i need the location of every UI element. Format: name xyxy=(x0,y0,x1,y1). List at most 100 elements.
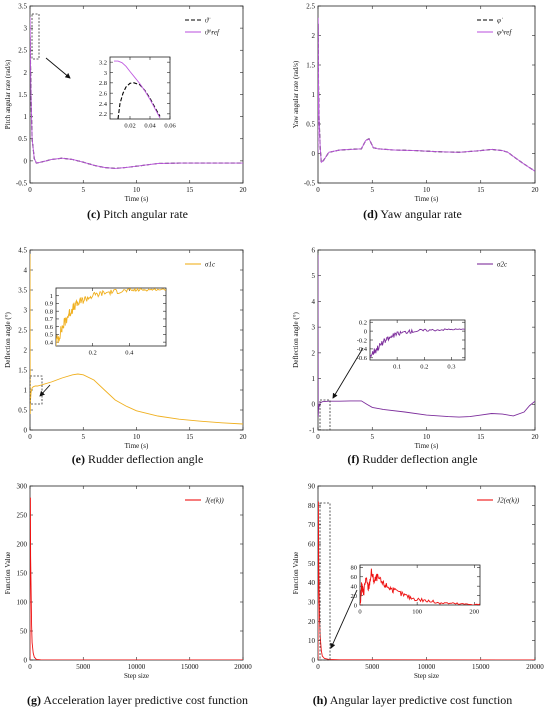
legend-label: φ̇^ref xyxy=(497,29,512,37)
main-x-tick-label: 5000 xyxy=(76,663,91,671)
main-x-tick-label: 10 xyxy=(133,433,141,441)
legend-label: ϑ̇ xyxy=(205,17,210,25)
inset-x-tick-label: 0.1 xyxy=(393,364,401,371)
main-y-tick-label: 40 xyxy=(308,579,316,587)
legend-label: ϑ̇^ref xyxy=(205,29,220,37)
panel-h: 0 5000 10000 15000 20000 0 10 20 30 40 50 60 70 80 90 S… xyxy=(275,480,550,712)
x-axis-label: Time (s) xyxy=(125,195,149,203)
inset-y-tick-label: 0.7 xyxy=(45,316,54,323)
main-y-tick-label: 3 xyxy=(24,306,28,314)
main-y-tick-label: 3 xyxy=(312,324,316,332)
caption-g: (g) Acceleration layer predictive cost f… xyxy=(0,693,275,708)
inset-series-line xyxy=(360,568,480,605)
caption-text: Angular layer predictive cost function xyxy=(329,693,513,707)
main-y-tick-label: 0 xyxy=(312,150,316,158)
legend-label: J(e(k)) xyxy=(205,497,224,505)
y-axis-label: Function Value xyxy=(4,552,12,594)
inset-x-tick-label: 0.4 xyxy=(125,350,134,357)
caption-text: Rudder deflection angle xyxy=(362,452,478,466)
panel-e: 0 5 10 15 20 0 0.5 1 1.5 2 2.5 3 3.5 4 4.5 Time (s) Defl… xyxy=(0,240,275,477)
inset-y-tick-label: 3.2 xyxy=(99,59,107,66)
y-axis-label: Deflection angle (°) xyxy=(4,312,12,368)
inset-y-tick-label: 80 xyxy=(351,565,358,572)
caption-d: (d) Yaw angular rate xyxy=(275,207,550,222)
caption-letter: (h) xyxy=(312,693,328,707)
main-y-tick-label: 1 xyxy=(24,113,28,121)
inset-y-tick-label: 0 xyxy=(354,602,357,609)
main-y-tick-label: 0.5 xyxy=(18,135,27,143)
legend-label: σ1c xyxy=(205,261,216,269)
inset-series-line xyxy=(56,288,166,346)
chart-rudder-deflection-1: 0 5 10 15 20 0 0.5 1 1.5 2 2.5 3 3.5 4 4.5 Time (s) Defl… xyxy=(4,246,247,450)
panel-f: 0 5 10 15 20 -1 0 1 2 3 4 5 6 Time (s) Deflection angl… xyxy=(275,240,550,477)
inset-plot-frame xyxy=(359,564,481,606)
main-y-tick-label: 0.5 xyxy=(306,120,315,128)
main-y-tick-label: 30 xyxy=(308,598,316,606)
caption-c: (c) Pitch angular rate xyxy=(0,207,275,222)
main-y-tick-label: 80 xyxy=(308,502,316,510)
main-x-tick-label: 20000 xyxy=(526,663,544,671)
main-y-tick-label: 1 xyxy=(312,91,316,99)
series-line xyxy=(30,253,243,425)
main-x-tick-label: 5 xyxy=(371,186,375,194)
x-axis-label: Time (s) xyxy=(415,442,439,450)
inset-x-tick-label: 200 xyxy=(469,609,479,616)
zoom-region-box xyxy=(319,399,331,431)
caption-h: (h) Angular layer predictive cost functi… xyxy=(275,693,550,708)
main-y-tick-label: 1.5 xyxy=(18,91,27,99)
caption-letter: (d) xyxy=(363,207,378,221)
inset-y-tick-label: 0 xyxy=(364,328,367,335)
series-line xyxy=(30,17,243,169)
main-x-tick-label: 10000 xyxy=(418,663,436,671)
main-y-tick-label: 3 xyxy=(24,25,28,33)
inset-y-tick-label: 40 xyxy=(351,583,358,590)
main-x-tick-label: 15 xyxy=(477,186,485,194)
main-plot-frame xyxy=(317,5,536,184)
main-y-tick-label: 2.5 xyxy=(18,326,27,334)
inset-x-tick-label: 0 xyxy=(358,609,361,616)
main-plot-frame xyxy=(29,485,244,661)
inset-x-tick-label: 0.04 xyxy=(144,123,156,130)
main-x-tick-label: 20 xyxy=(240,186,248,194)
main-y-tick-label: 50 xyxy=(308,560,316,568)
main-y-tick-label: 0.5 xyxy=(18,406,27,414)
caption-letter: (e) xyxy=(71,452,86,466)
series-line xyxy=(30,497,243,660)
caption-letter: (c) xyxy=(87,207,101,221)
chart-acceleration-cost: 0 5000 10000 15000 20000 0 50 100 150 200 250 300 St… xyxy=(4,482,252,680)
inset-plot-frame xyxy=(109,56,171,120)
main-x-tick-label: 10 xyxy=(133,186,141,194)
main-x-tick-label: 10 xyxy=(423,186,431,194)
main-y-tick-label: 70 xyxy=(308,521,316,529)
panel-d: 0 5 10 15 20 -0.5 0 0.5 1 1.5 2 2.5 Time (s) Yaw angu… xyxy=(275,0,550,237)
main-x-tick-label: 15 xyxy=(186,433,194,441)
main-x-tick-label: 0 xyxy=(28,186,32,194)
inset-y-tick-label: -0.2 xyxy=(357,337,367,344)
main-y-tick-label: 5 xyxy=(312,272,316,280)
main-y-tick-label: 2.5 xyxy=(306,2,315,10)
main-y-tick-label: 2 xyxy=(24,69,28,77)
main-y-tick-label: 90 xyxy=(308,482,316,490)
caption-f: (f) Rudder deflection angle xyxy=(275,452,550,467)
main-y-tick-label: -1 xyxy=(309,426,315,434)
panel-c: 0 5 10 15 20 -0.5 0 0.5 1 1.5 2 2.5 3 3.5 Time (s) Pitc… xyxy=(0,0,275,237)
inset-y-tick-label: 2.8 xyxy=(99,80,107,87)
inset-x-tick-label: 0.02 xyxy=(124,123,135,130)
caption-text: Yaw angular rate xyxy=(380,207,462,221)
main-x-tick-label: 5 xyxy=(82,186,86,194)
main-y-tick-label: 150 xyxy=(17,569,28,577)
chart-angular-cost: 0 5000 10000 15000 200000102030405060708090S… xyxy=(292,482,544,680)
y-axis-label: Pitch angular rate (rad/s) xyxy=(4,59,12,129)
main-y-tick-label: -0.5 xyxy=(16,179,28,187)
inset-series-line xyxy=(114,60,161,119)
caption-text: Acceleration layer predictive cost funct… xyxy=(43,693,248,707)
caption-e: (e) Rudder deflection angle xyxy=(0,452,275,467)
inset-plot-frame xyxy=(55,287,167,347)
main-x-tick-label: 15000 xyxy=(472,663,490,671)
main-y-tick-label: 2 xyxy=(312,32,316,40)
zoom-region-box xyxy=(31,13,40,60)
inset-y-tick-label: 1 xyxy=(50,293,53,300)
main-y-tick-label: 0 xyxy=(24,656,28,664)
main-y-tick-label: 3.5 xyxy=(18,286,27,294)
inset-y-tick-label: 0.9 xyxy=(45,301,53,308)
